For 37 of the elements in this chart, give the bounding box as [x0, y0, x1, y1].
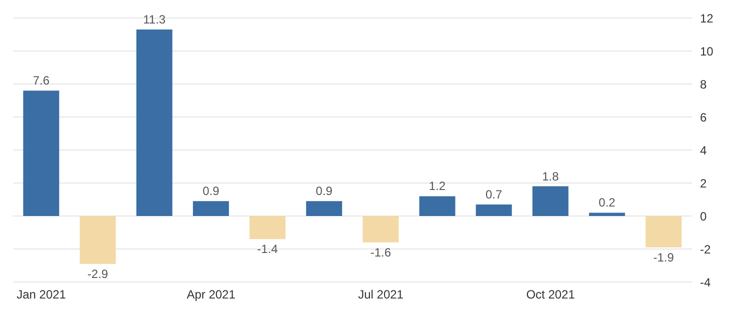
y-tick-label: 12: [700, 11, 714, 26]
data-label: 0.2: [598, 196, 616, 210]
bar: [646, 216, 682, 248]
x-tick-label: Apr 2021: [186, 288, 236, 302]
bar: [192, 201, 229, 216]
y-tick-label: 10: [700, 44, 714, 58]
data-label: 11.3: [143, 12, 166, 27]
data-label: 1.8: [542, 169, 560, 184]
bar: [532, 186, 568, 216]
bar: [250, 216, 286, 240]
y-tick-label: 6: [700, 110, 707, 124]
y-tick-label: 4: [700, 143, 707, 158]
data-label: 0.7: [486, 187, 503, 202]
data-label: -1.6: [370, 245, 392, 260]
bar: [80, 216, 116, 264]
data-label: -2.9: [87, 266, 108, 281]
x-tick-label: Oct 2021: [526, 288, 576, 302]
bar: [589, 212, 626, 216]
data-label: 7.6: [32, 74, 50, 88]
bar: [306, 201, 342, 216]
y-tick-label: 8: [700, 77, 707, 92]
y-tick-label: -4: [700, 275, 711, 290]
bar: [419, 196, 456, 216]
x-tick-label: Jul 2021: [358, 288, 404, 302]
data-label: -1.4: [257, 242, 278, 256]
data-label: 1.2: [428, 179, 446, 194]
data-label: 0.9: [316, 184, 333, 198]
bar: [362, 216, 399, 242]
bar: [476, 204, 512, 216]
y-tick-label: 0: [700, 209, 707, 224]
x-tick-label: Jan 2021: [16, 288, 66, 302]
data-label: -1.9: [653, 250, 674, 264]
bar: [23, 90, 60, 216]
y-tick-label: 2: [700, 176, 707, 190]
bar: [136, 30, 172, 216]
y-tick-label: -2: [700, 242, 711, 256]
data-label: 0.9: [202, 184, 220, 198]
